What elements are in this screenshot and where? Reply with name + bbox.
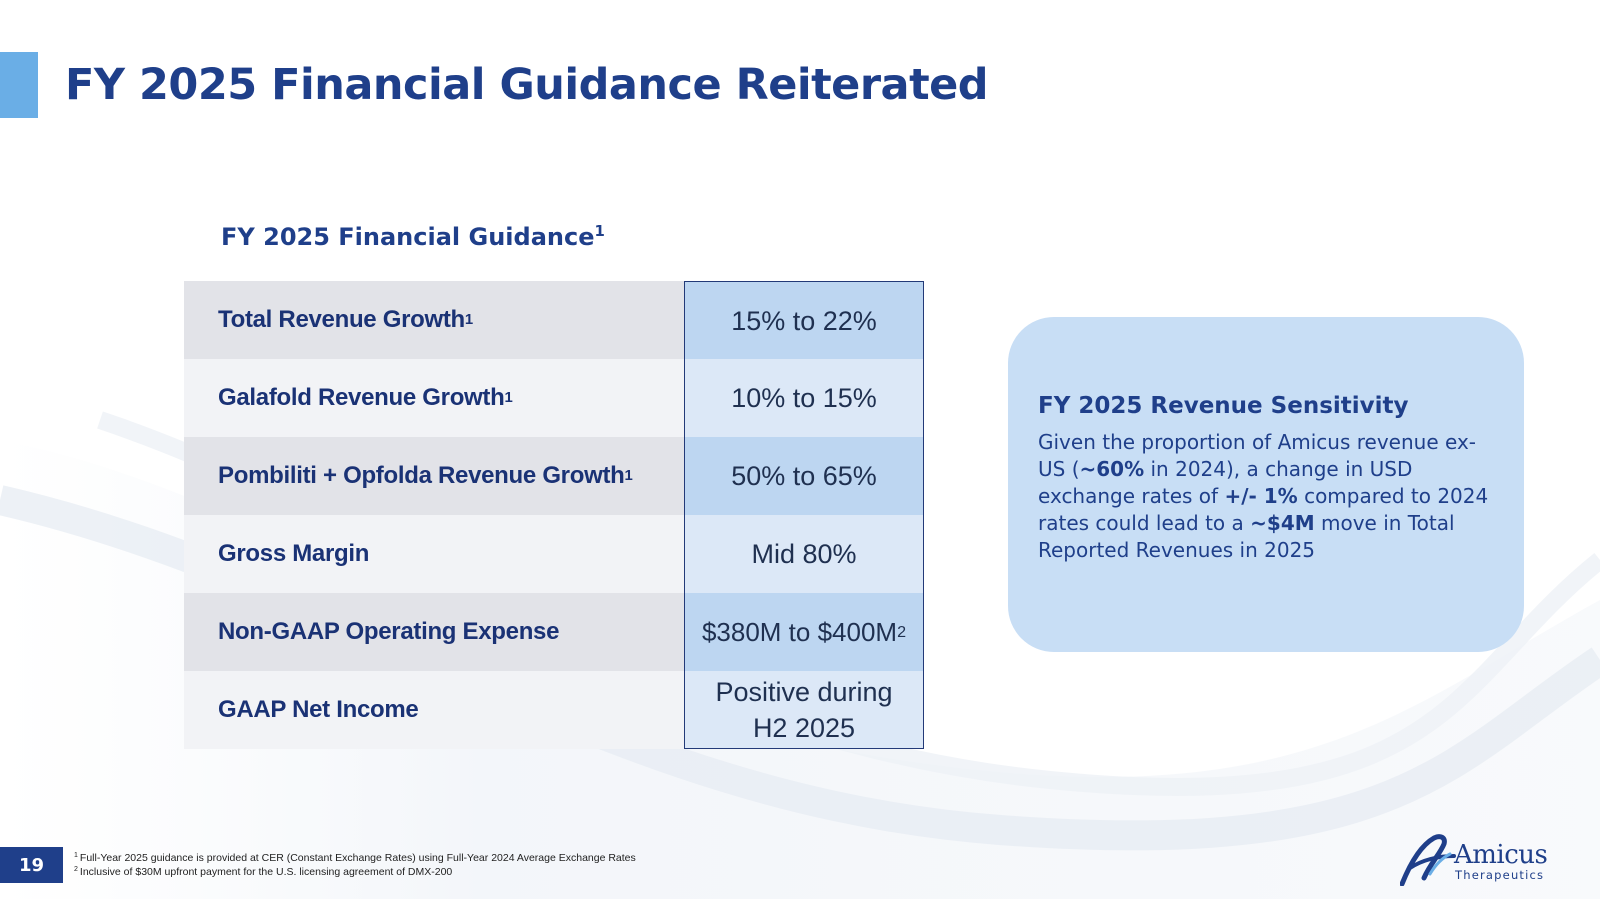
sensitivity-body: Given the proportion of Amicus revenue e…: [1038, 429, 1498, 564]
row-label: Total Revenue Growth 1: [184, 281, 684, 359]
row-label-text: Galafold Revenue Growth: [218, 384, 505, 411]
footnote-number: 2: [74, 865, 78, 873]
guidance-table-title-text: FY 2025 Financial Guidance: [221, 223, 595, 251]
sensitivity-highlight: ~60%: [1079, 457, 1145, 481]
revenue-sensitivity-box: FY 2025 Revenue Sensitivity Given the pr…: [1008, 317, 1524, 652]
row-value: Mid 80%: [684, 515, 924, 593]
sensitivity-text: in 2024), a change in USD exchange rates…: [1038, 457, 1413, 508]
sensitivity-text: compared to 2024 rates could lead to a: [1038, 484, 1489, 535]
sensitivity-text: Given the proportion of Amicus revenue e…: [1038, 430, 1476, 481]
sensitivity-text: move in Total Reported Revenues in 2025: [1038, 511, 1455, 562]
table-row: Pombiliti + Opfolda Revenue Growth 1 50% …: [184, 437, 924, 515]
logo-wordmark: Amicus: [1454, 840, 1548, 870]
row-label: Pombiliti + Opfolda Revenue Growth 1: [184, 437, 684, 515]
row-label: Non-GAAP Operating Expense: [184, 593, 684, 671]
table-row: Total Revenue Growth 1 15% to 22%: [184, 281, 924, 359]
footnote-marker: 1: [594, 222, 605, 240]
logo-tagline: Therapeutics: [1455, 868, 1545, 882]
footnote-text: Inclusive of $30M upfront payment for th…: [79, 866, 453, 878]
footnote: 1 Full-Year 2025 guidance is provided at …: [74, 851, 636, 865]
footnote-text: Full-Year 2025 guidance is provided at C…: [79, 852, 636, 864]
page-number: 19: [0, 847, 63, 883]
sensitivity-highlight: ~$4M: [1250, 511, 1315, 535]
sensitivity-title: FY 2025 Revenue Sensitivity: [1038, 393, 1409, 419]
row-value-text: $380M to $400M: [701, 617, 898, 647]
table-row: Gross Margin Mid 80%: [184, 515, 924, 593]
guidance-table-title: FY 2025 Financial Guidance1: [221, 223, 605, 251]
row-label-text: Total Revenue Growth: [218, 306, 465, 333]
row-label: Gross Margin: [184, 515, 684, 593]
footnote-number: 1: [74, 851, 78, 859]
row-value: 15% to 22%: [684, 281, 924, 359]
row-value-line: H2 2025: [752, 712, 856, 743]
row-label: Galafold Revenue Growth 1: [184, 359, 684, 437]
row-value: $380M to $400M 2: [684, 593, 924, 671]
row-value-line: Positive during: [715, 676, 893, 707]
row-label-text: Pombiliti + Opfolda Revenue Growth: [218, 462, 625, 489]
guidance-table: Total Revenue Growth 1 15% to 22% Galafol…: [184, 281, 924, 749]
amicus-logo-icon: [1400, 834, 1456, 886]
row-value: Positive during H2 2025: [684, 671, 924, 749]
row-value: 10% to 15%: [684, 359, 924, 437]
table-row: Galafold Revenue Growth 1 10% to 15%: [184, 359, 924, 437]
sensitivity-highlight: +/- 1%: [1224, 484, 1298, 508]
title-accent-bar: [0, 52, 38, 118]
table-row: GAAP Net Income Positive during H2 2025: [184, 671, 924, 749]
page-title: FY 2025 Financial Guidance Reiterated: [65, 60, 989, 110]
footnotes: 1 Full-Year 2025 guidance is provided at …: [74, 851, 636, 879]
row-value: 50% to 65%: [684, 437, 924, 515]
row-label: GAAP Net Income: [184, 671, 684, 749]
table-row: Non-GAAP Operating Expense $380M to $400…: [184, 593, 924, 671]
footnote: 2 Inclusive of $30M upfront payment for t…: [74, 865, 636, 879]
